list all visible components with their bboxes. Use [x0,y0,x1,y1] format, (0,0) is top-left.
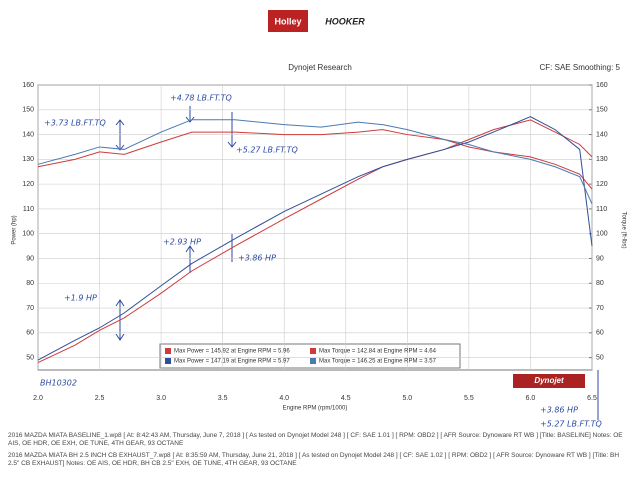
y-tick-label: 80 [26,280,34,287]
y-tick-label: 110 [23,206,34,213]
y-tick-label: 100 [22,231,34,238]
y-tick-label: 90 [26,255,34,262]
handwritten-note: +3.73 LB.FT.TQ [44,119,106,128]
legend-entry: Max Power = 145.92 at Engine RPM = 5.96 [174,349,290,355]
y2-tick-label: 70 [596,305,604,312]
y2-tick-label: 160 [596,82,608,89]
legend-entry: Max Torque = 146.25 at Engine RPM = 3.57 [319,359,437,365]
plot-frame [37,84,593,371]
x-tick-label: 4.5 [341,395,351,402]
y2-tick-label: 110 [596,206,607,213]
x-tick-label: 6.5 [587,395,597,402]
handwritten-note: +3.86 HP [238,254,276,263]
brand-left: Holley [274,16,301,26]
x-tick-label: 2.5 [95,395,105,402]
badge: Dynojet [534,376,564,385]
legend-swatch [165,348,171,354]
title: Dynojet Research [288,63,352,72]
y2-tick-label: 100 [596,231,608,238]
y2-tick-label: 80 [596,280,604,287]
y-tick-label: 50 [26,354,34,361]
x-tick-label: 6.0 [526,395,536,402]
footer-line: 2016 MAZDA MIATA BH 2.5 INCH CB EXHAUST_… [8,452,620,467]
y2-tick-label: 150 [596,107,608,114]
y-tick-label: 160 [22,82,34,89]
y-tick-label: 60 [26,330,34,337]
y2-label: Torque (ft-lbs) [620,211,626,248]
handwritten-note: +5.27 LB.FT.TQ [236,146,298,155]
series-line [37,119,593,364]
x-tick-label: 2.0 [33,395,43,402]
y-label: Power (hp) [12,215,18,244]
y2-tick-label: 120 [596,181,608,188]
handwritten-note: +2.93 HP [163,238,201,247]
holley-logo [268,10,308,32]
legend-entry: Max Power = 147.19 at Engine RPM = 5.97 [174,359,290,365]
handwritten-note: BH10302 [40,379,77,388]
legend-swatch [165,358,171,364]
y-tick-label: 70 [26,305,34,312]
brand-right: HOOKER [325,16,365,26]
y-tick-label: 130 [22,156,34,163]
series-line [37,119,593,205]
y-tick-label: 150 [22,107,34,114]
x-tick-label: 3.5 [218,395,228,402]
chart: Holley HOOKER Dynojet Research CF: SAE S… [12,10,626,429]
x-tick-label: 3.0 [156,395,166,402]
x-label: Engine RPM (rpm/1000) [283,406,348,412]
handwritten-note: +4.78 LB.FT.TQ [170,94,232,103]
x-tick-label: 5.5 [464,395,474,402]
y2-tick-label: 60 [596,330,604,337]
legend-swatch [310,358,316,364]
y2-tick-label: 130 [596,156,608,163]
legend-swatch [310,348,316,354]
x-tick-label: 4.0 [279,395,289,402]
settings: CF: SAE Smoothing: 5 [540,63,621,72]
series-line [37,116,593,361]
y-tick-label: 140 [22,131,34,138]
handwritten-note: +5.27 LB.FT.TQ [540,420,602,429]
series-line [37,129,593,190]
legend-entry: Max Torque = 142.84 at Engine RPM = 4.64 [319,349,437,355]
y2-tick-label: 140 [596,131,608,138]
handwritten-note: +1.9 HP [64,294,97,303]
y2-tick-label: 90 [596,255,604,262]
y-tick-label: 120 [22,181,34,188]
y2-tick-label: 50 [596,354,604,361]
badge-bg [513,374,585,388]
x-tick-label: 5.0 [402,395,412,402]
handwritten-note: +3.86 HP [540,406,578,415]
footer-line: 2016 MAZDA MIATA BASELINE_1.wp8 [ At: 8:… [8,432,623,447]
arrows [115,106,599,420]
